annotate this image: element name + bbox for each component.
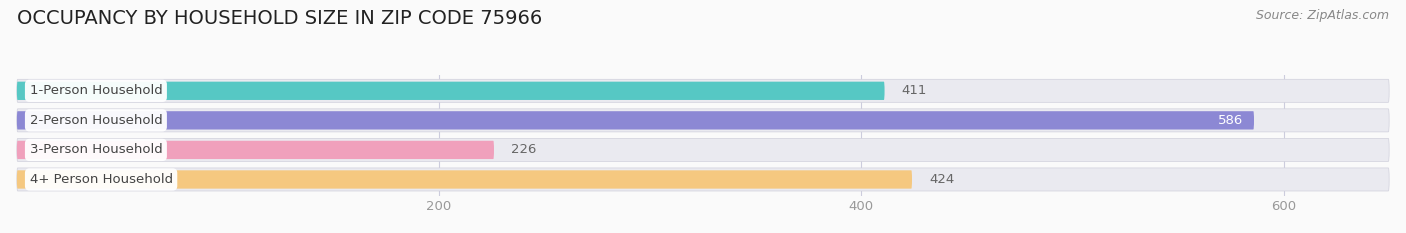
FancyBboxPatch shape <box>17 111 1254 130</box>
Text: 226: 226 <box>510 144 536 156</box>
Text: 424: 424 <box>929 173 955 186</box>
Text: 1-Person Household: 1-Person Household <box>30 84 162 97</box>
FancyBboxPatch shape <box>17 79 1389 102</box>
Text: 2-Person Household: 2-Person Household <box>30 114 162 127</box>
FancyBboxPatch shape <box>17 141 494 159</box>
Text: 411: 411 <box>901 84 927 97</box>
FancyBboxPatch shape <box>17 109 1389 132</box>
FancyBboxPatch shape <box>17 138 1389 161</box>
Text: OCCUPANCY BY HOUSEHOLD SIZE IN ZIP CODE 75966: OCCUPANCY BY HOUSEHOLD SIZE IN ZIP CODE … <box>17 9 543 28</box>
Text: 4+ Person Household: 4+ Person Household <box>30 173 173 186</box>
FancyBboxPatch shape <box>17 170 912 189</box>
Text: 3-Person Household: 3-Person Household <box>30 144 162 156</box>
Text: Source: ZipAtlas.com: Source: ZipAtlas.com <box>1256 9 1389 22</box>
FancyBboxPatch shape <box>17 168 1389 191</box>
FancyBboxPatch shape <box>17 82 884 100</box>
Text: 586: 586 <box>1218 114 1243 127</box>
